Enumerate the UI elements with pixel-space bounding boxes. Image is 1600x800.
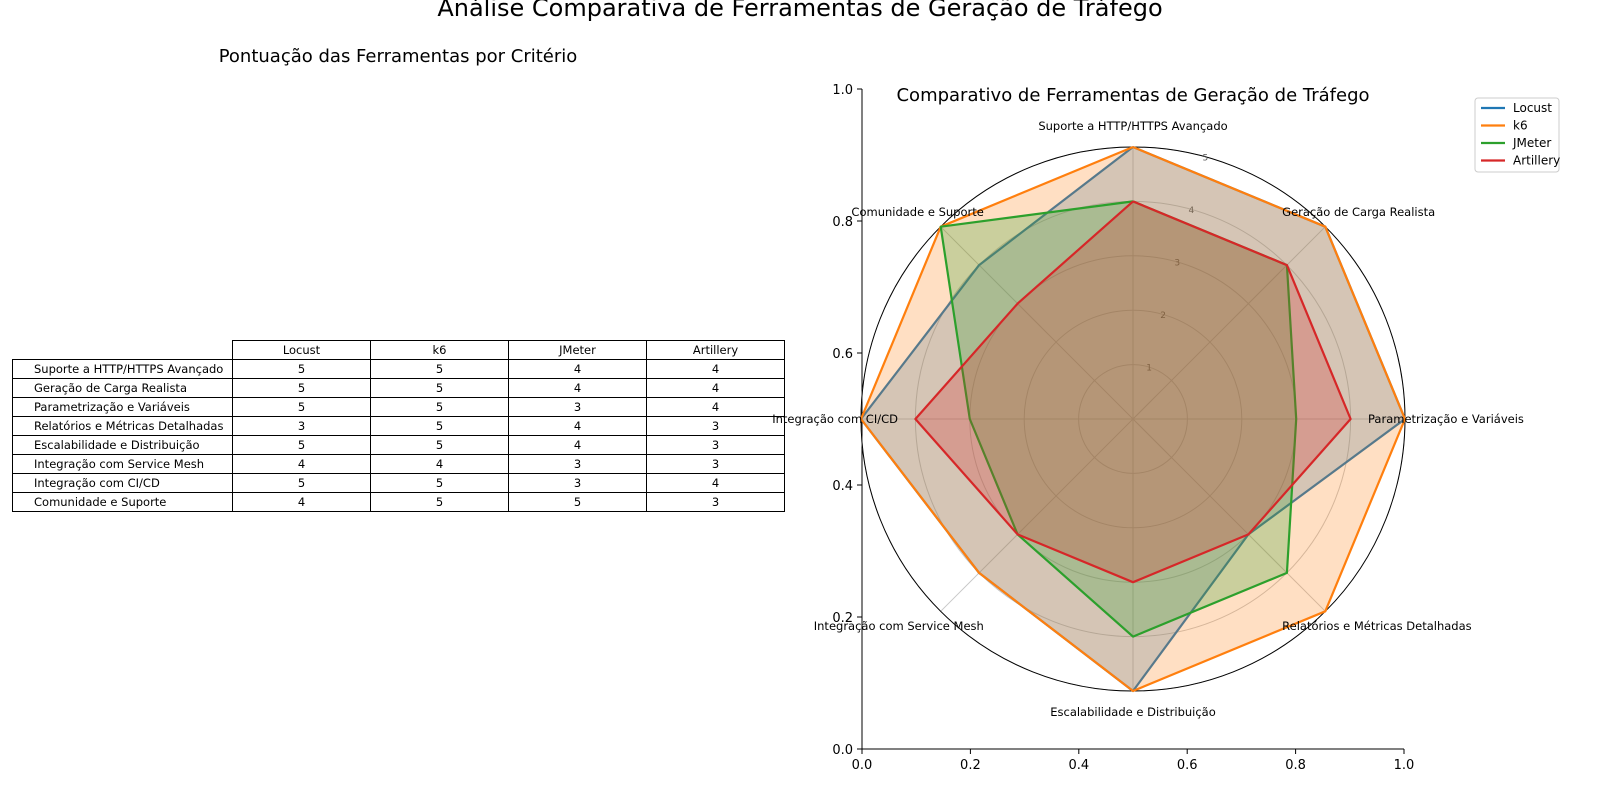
table-body: Suporte a HTTP/HTTPS Avançado 5 5 4 4 Geração… [12, 359, 785, 512]
table-title: Pontuação das Ferramentas por Critério [218, 46, 578, 67]
legend: Locust k6 JMeter Artillery [1474, 97, 1560, 173]
x-tick-label: 0.2 [960, 758, 981, 773]
y-tick-label: 0.0 [832, 743, 853, 758]
category-label: Comunidade e Suporte [851, 205, 983, 219]
legend-entry: Artillery [1513, 154, 1560, 168]
category-label: Integração com CI/CD [772, 412, 898, 426]
category-label: Escalabilidade e Distribuição [1050, 705, 1216, 719]
x-tick-label: 0.6 [1177, 758, 1198, 773]
grid-spoke [940, 418, 1134, 612]
r-tick-label: 2 [1160, 311, 1166, 321]
r-tick-label: 3 [1174, 258, 1180, 268]
series-area-artillery [915, 201, 1351, 583]
category-label: Parametrização e Variáveis [1368, 412, 1524, 426]
series-area-k6 [861, 147, 1405, 691]
y-tick-label: 0.4 [832, 479, 853, 494]
r-tick-label: 1 [1146, 363, 1152, 373]
category-label: Relatórios e Métricas Detalhadas [1282, 619, 1471, 633]
legend-entry: k6 [1513, 119, 1528, 133]
r-tick-label: 5 [1203, 153, 1209, 163]
radar-title: Comparativo de Ferramentas de Geração de… [896, 85, 1369, 106]
category-label: Suporte a HTTP/HTTPS Avançado [1038, 119, 1227, 133]
x-tick-label: 1.0 [1394, 758, 1415, 773]
series-area-jmeter [940, 201, 1297, 637]
r-tick-label: 4 [1188, 206, 1194, 216]
series-line-k6 [859, 145, 1407, 693]
legend-entry: JMeter [1512, 136, 1551, 150]
category-labels: Suporte a HTTP/HTTPS Avançado Geração de … [772, 119, 1524, 719]
cartesian-axes: 0.0 0.2 0.4 0.6 0.8 1.0 0.0 0.2 0.4 0.6 0.8 1.0 [832, 83, 1414, 773]
grid-spoke [1132, 226, 1326, 420]
table-row: Integração com Service Mesh 4 4 3 3 [12, 454, 785, 474]
legend-box [1474, 97, 1560, 173]
grid-spoke [940, 226, 1134, 420]
table-row: Comunidade e Suporte 4 5 5 3 [12, 492, 785, 512]
category-label: Geração de Carga Realista [1282, 205, 1435, 219]
grid-spoke [1132, 418, 1326, 612]
series-line-artillery [914, 200, 1352, 584]
y-tick-label: 1.0 [832, 83, 853, 98]
series-layer [859, 145, 1407, 693]
row-label: Integração com Service Mesh [12, 454, 233, 474]
category-label: Integração com Service Mesh [814, 619, 984, 633]
score-table: Locust k6 JMeter Artillery Suporte a HTT… [12, 340, 785, 512]
y-tick-label: 0.6 [832, 347, 853, 362]
table-cell: 3 [646, 492, 785, 512]
figure-title: Análise Comparativa de Ferramentas de Ge… [437, 0, 1163, 22]
legend-entry: Locust [1513, 101, 1552, 115]
x-tick-label: 0.8 [1285, 758, 1306, 773]
x-tick-label: 0.4 [1068, 758, 1089, 773]
x-tick-label: 0.0 [852, 758, 873, 773]
series-area-locust [861, 147, 1405, 691]
y-tick-label: 0.8 [832, 215, 853, 230]
series-line-jmeter [939, 200, 1298, 638]
y-tick-label: 0.2 [832, 611, 853, 626]
